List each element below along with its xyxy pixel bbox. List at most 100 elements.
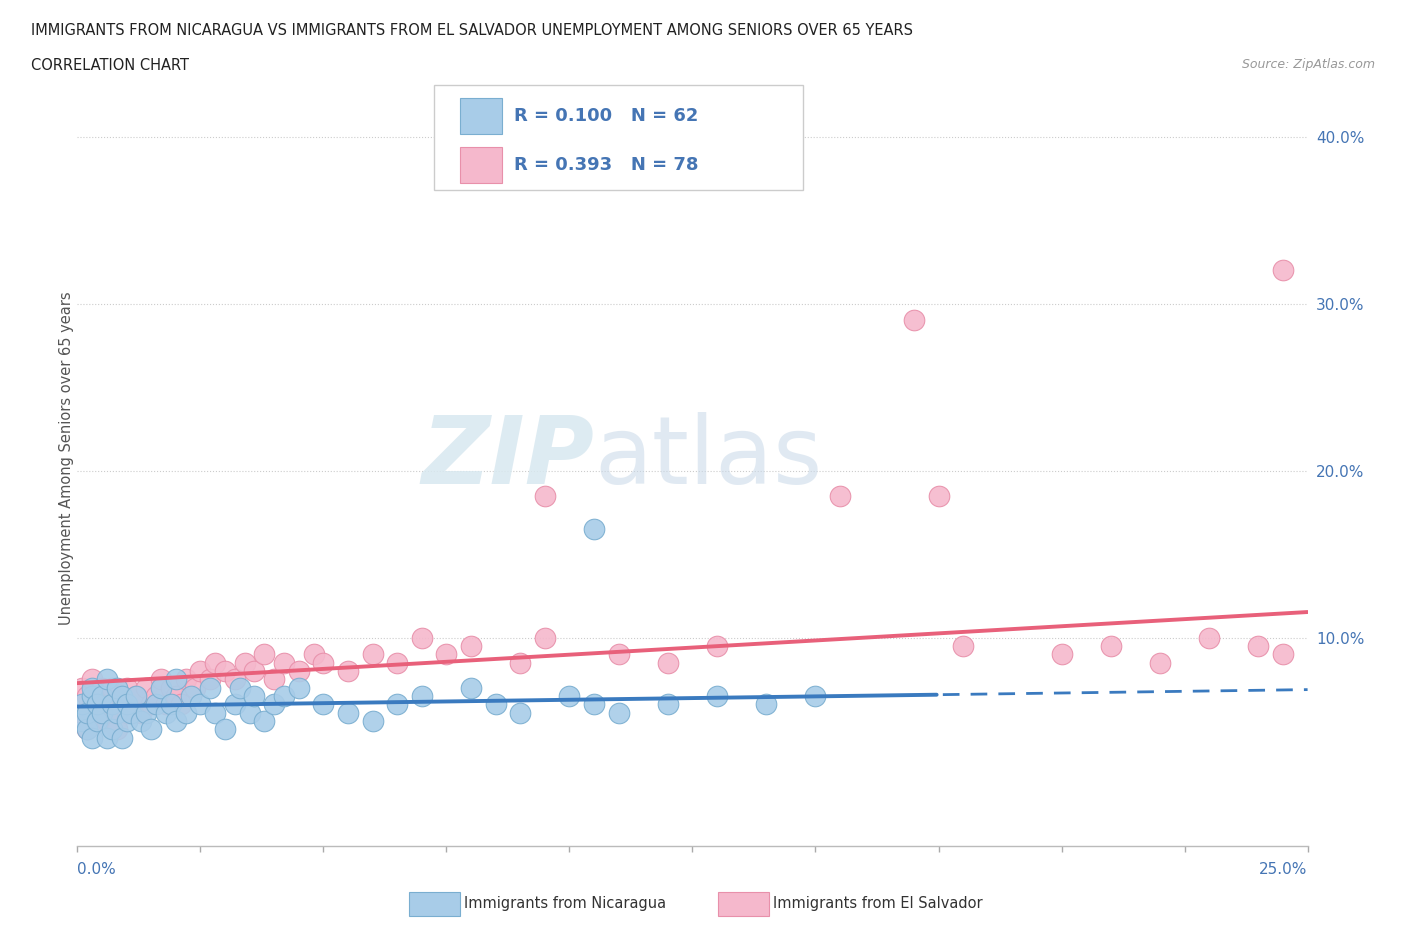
Point — [86, 697, 108, 711]
Point — [82, 688, 104, 703]
Point — [90, 688, 114, 703]
Point — [174, 705, 197, 720]
Point — [558, 688, 581, 703]
Point — [129, 713, 153, 728]
Point — [155, 697, 177, 711]
Point — [96, 697, 118, 711]
Point — [706, 688, 728, 703]
Point — [411, 688, 433, 703]
Point — [105, 722, 128, 737]
Point — [115, 697, 138, 711]
Point — [111, 697, 132, 711]
Point — [70, 713, 93, 728]
FancyBboxPatch shape — [460, 148, 502, 183]
Text: IMMIGRANTS FROM NICARAGUA VS IMMIGRANTS FROM EL SALVADOR UNEMPLOYMENT AMONG SENI: IMMIGRANTS FROM NICARAGUA VS IMMIGRANTS … — [31, 23, 912, 38]
Point — [76, 705, 98, 720]
Point — [830, 488, 852, 503]
Point — [253, 713, 276, 728]
Point — [243, 663, 266, 678]
Point — [1322, 488, 1344, 503]
Point — [115, 713, 138, 728]
Point — [82, 671, 104, 686]
Point — [90, 680, 114, 695]
Point — [509, 705, 531, 720]
Point — [105, 688, 128, 703]
Point — [200, 671, 222, 686]
Point — [1247, 639, 1270, 654]
Point — [436, 646, 458, 661]
Point — [263, 697, 285, 711]
Point — [165, 688, 187, 703]
Point — [243, 688, 266, 703]
Point — [115, 705, 138, 720]
Point — [105, 705, 128, 720]
Point — [1272, 646, 1295, 661]
Point — [155, 705, 177, 720]
Point — [141, 697, 163, 711]
Point — [180, 688, 202, 703]
Point — [170, 697, 193, 711]
Point — [233, 655, 256, 670]
Point — [657, 655, 679, 670]
Point — [82, 697, 104, 711]
Point — [509, 655, 531, 670]
Y-axis label: Unemployment Among Seniors over 65 years: Unemployment Among Seniors over 65 years — [59, 291, 73, 625]
Point — [583, 522, 606, 537]
Text: Immigrants from Nicaragua: Immigrants from Nicaragua — [464, 897, 666, 911]
Point — [70, 680, 93, 695]
Point — [76, 722, 98, 737]
Point — [105, 680, 128, 695]
Point — [121, 705, 143, 720]
Point — [141, 722, 163, 737]
Point — [1099, 639, 1122, 654]
Point — [82, 680, 104, 695]
Point — [204, 705, 226, 720]
Point — [239, 705, 262, 720]
Text: 25.0%: 25.0% — [1260, 862, 1308, 877]
Point — [224, 697, 246, 711]
Text: Source: ZipAtlas.com: Source: ZipAtlas.com — [1241, 58, 1375, 71]
Point — [90, 705, 114, 720]
Point — [188, 663, 212, 678]
Point — [288, 680, 311, 695]
Point — [121, 697, 143, 711]
Point — [337, 663, 360, 678]
Point — [101, 697, 124, 711]
Point — [1198, 631, 1220, 645]
Point — [607, 705, 630, 720]
Point — [90, 705, 114, 720]
Text: Immigrants from El Salvador: Immigrants from El Salvador — [773, 897, 983, 911]
Point — [1346, 639, 1368, 654]
Point — [184, 680, 207, 695]
Point — [135, 705, 157, 720]
Point — [76, 688, 98, 703]
Point — [755, 697, 778, 711]
Point — [86, 688, 108, 703]
Point — [115, 680, 138, 695]
Point — [135, 680, 157, 695]
Point — [361, 713, 384, 728]
Point — [361, 646, 384, 661]
Point — [1395, 646, 1406, 661]
Point — [150, 680, 173, 695]
Point — [70, 697, 93, 711]
Point — [263, 671, 285, 686]
Point — [188, 697, 212, 711]
Point — [101, 680, 124, 695]
Point — [200, 680, 222, 695]
Point — [101, 722, 124, 737]
Point — [145, 697, 167, 711]
Text: 0.0%: 0.0% — [77, 862, 117, 877]
Point — [96, 671, 118, 686]
Text: R = 0.100   N = 62: R = 0.100 N = 62 — [515, 107, 699, 126]
Point — [111, 688, 132, 703]
Point — [952, 639, 974, 654]
Point — [228, 680, 252, 695]
Point — [160, 697, 183, 711]
Point — [1149, 655, 1171, 670]
Point — [70, 705, 93, 720]
Point — [534, 488, 557, 503]
Point — [804, 688, 827, 703]
Point — [288, 663, 311, 678]
Point — [86, 713, 108, 728]
